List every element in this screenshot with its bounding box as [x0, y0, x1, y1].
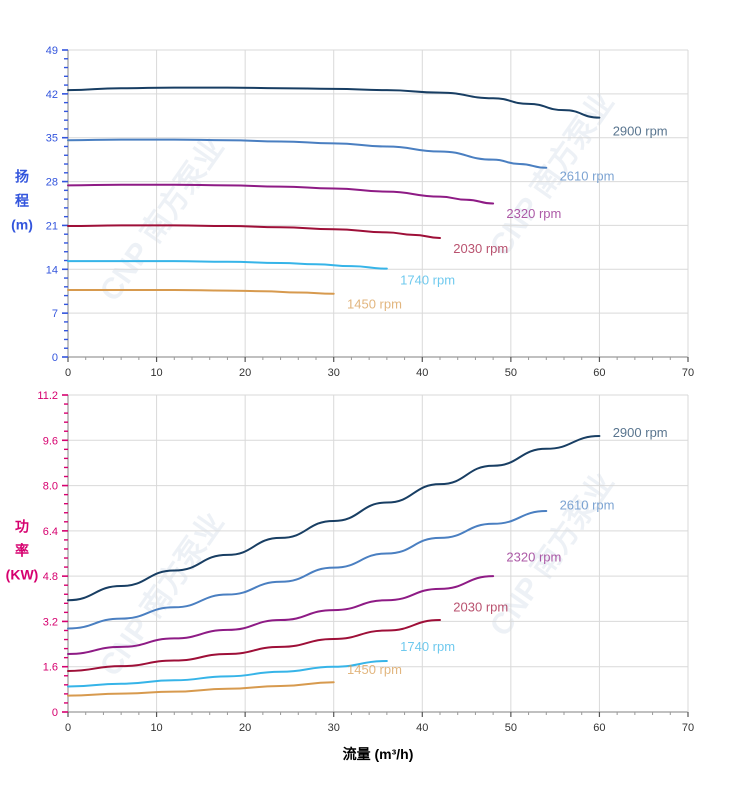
y-tick-label: 0	[52, 352, 58, 364]
curve-label-1450-rpm: 1450 rpm	[347, 662, 402, 677]
x-tick-label: 60	[593, 722, 605, 734]
x-tick-label: 70	[682, 722, 694, 734]
y-tick-label: 49	[46, 45, 58, 57]
y-axis-title-line: 功	[15, 519, 29, 535]
x-tick-label: 40	[416, 367, 428, 379]
curve-label-2030-rpm: 2030 rpm	[453, 241, 508, 256]
curve-2610-rpm	[67, 510, 548, 630]
x-tick-label: 70	[682, 367, 694, 379]
x-tick-label: 30	[328, 367, 340, 379]
curve-label-1450-rpm: 1450 rpm	[347, 296, 402, 311]
x-tick-label: 10	[150, 722, 162, 734]
power-chart: 0 10 20 30 40 50 60 70 0 1.6 3.2 4.8 6.4 8.0 9.6 11.2 功率…	[6, 390, 694, 762]
curve-label-2030-rpm: 2030 rpm	[453, 599, 508, 614]
y-tick-label: 4.8	[43, 571, 58, 583]
y-tick-label: 1.6	[43, 662, 58, 674]
curve-2320-rpm	[67, 575, 495, 655]
x-tick-label: 0	[65, 367, 71, 379]
y-axis-title: 扬程 (m)	[11, 169, 33, 233]
y-tick-label: 28	[46, 177, 58, 189]
y-axis-title: 功率 (KW)	[6, 519, 39, 583]
curve-1450-rpm	[67, 681, 335, 697]
y-axis-title-line: (m)	[11, 217, 33, 233]
x-tick-group: 0 10 20 30 40 50 60 70	[65, 357, 694, 379]
y-tick-label: 6.4	[43, 526, 58, 538]
y-tick-label: 42	[46, 89, 58, 101]
y-tick-label: 21	[46, 220, 58, 232]
head-chart: 0 10 20 30 40 50 60 70 0 7 14 21 28 35 42 49 扬程 (m) 2900 r…	[11, 45, 694, 379]
y-tick-label: 14	[46, 264, 58, 276]
curve-2030-rpm	[67, 224, 441, 239]
curve-label-2320-rpm: 2320 rpm	[506, 550, 561, 565]
curve-label-2610-rpm: 2610 rpm	[560, 497, 615, 512]
x-tick-group: 0 10 20 30 40 50 60 70	[65, 712, 694, 734]
x-tick-label: 0	[65, 722, 71, 734]
y-tick-group: 0 1.6 3.2 4.8 6.4 8.0 9.6 11.2	[37, 390, 68, 719]
curve-label-1740-rpm: 1740 rpm	[400, 639, 455, 654]
y-axis-title-line: 扬	[15, 169, 29, 185]
x-tick-label: 10	[150, 367, 162, 379]
y-axis-title-line: (KW)	[6, 567, 39, 583]
y-tick-label: 11.2	[37, 390, 58, 402]
x-tick-label: 50	[505, 722, 517, 734]
curve-2320-rpm	[67, 183, 495, 205]
x-tick-label: 50	[505, 367, 517, 379]
curve-label-2610-rpm: 2610 rpm	[560, 169, 615, 184]
y-tick-label: 9.6	[43, 435, 58, 447]
curve-label-2900-rpm: 2900 rpm	[613, 123, 668, 138]
curve-1740-rpm	[67, 260, 388, 270]
curve-2900-rpm	[67, 435, 601, 602]
plot-background	[68, 50, 688, 357]
y-tick-label: 7	[52, 308, 58, 320]
x-axis-title: 流量 (m³/h)	[343, 746, 414, 762]
y-tick-label: 35	[46, 133, 58, 145]
curve-label-1740-rpm: 1740 rpm	[400, 273, 455, 288]
y-axis-title-line: 率	[15, 543, 29, 559]
curve-2610-rpm	[67, 138, 548, 169]
curve-1450-rpm	[67, 288, 335, 295]
x-tick-label: 30	[328, 722, 340, 734]
series-group: 2900 rpm 2610 rpm 2320 rpm 2030 rpm 1740 rpm…	[67, 86, 668, 311]
curve-label-2320-rpm: 2320 rpm	[506, 206, 561, 221]
curve-2900-rpm	[67, 86, 601, 119]
x-tick-label: 40	[416, 722, 428, 734]
y-tick-label: 0	[52, 707, 58, 719]
series-group: 2900 rpm 2610 rpm 2320 rpm 2030 rpm 1740 rpm…	[67, 425, 668, 697]
y-tick-group: 0 7 14 21 28 35 42 49	[46, 45, 68, 364]
x-tick-label: 20	[239, 722, 251, 734]
y-tick-label: 8.0	[43, 481, 58, 493]
y-axis-title-line: 程	[15, 193, 29, 209]
x-tick-label: 20	[239, 367, 251, 379]
curve-2030-rpm	[67, 619, 441, 672]
curve-label-2900-rpm: 2900 rpm	[613, 425, 668, 440]
x-tick-label: 60	[593, 367, 605, 379]
y-tick-label: 3.2	[43, 616, 58, 628]
curve-1740-rpm	[67, 660, 388, 688]
